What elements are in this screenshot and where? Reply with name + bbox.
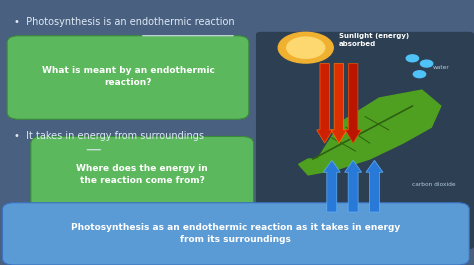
FancyArrow shape (323, 160, 340, 212)
FancyArrow shape (317, 64, 333, 143)
FancyBboxPatch shape (256, 32, 474, 249)
Text: Photosynthesis as an endothermic reaction as it takes in energy
from its surroun: Photosynthesis as an endothermic reactio… (71, 223, 400, 244)
FancyArrow shape (345, 160, 362, 212)
Polygon shape (299, 90, 441, 175)
Text: water: water (432, 65, 449, 70)
FancyBboxPatch shape (7, 36, 249, 119)
Circle shape (413, 71, 426, 78)
FancyArrow shape (345, 64, 361, 143)
Circle shape (406, 55, 419, 62)
FancyArrow shape (366, 160, 383, 212)
Text: carbon dioxide: carbon dioxide (412, 182, 456, 187)
Circle shape (420, 60, 433, 67)
Text: •  Photosynthesis is an endothermic reaction: • Photosynthesis is an endothermic react… (14, 17, 235, 27)
FancyBboxPatch shape (2, 203, 469, 265)
Text: Where does the energy in
the reaction come from?: Where does the energy in the reaction co… (76, 164, 208, 184)
FancyBboxPatch shape (31, 136, 254, 212)
Circle shape (287, 37, 325, 58)
Text: What is meant by an endothermic
reaction?: What is meant by an endothermic reaction… (42, 67, 214, 87)
Text: Sunlight (energy)
absorbed: Sunlight (energy) absorbed (339, 33, 409, 47)
Circle shape (278, 32, 333, 63)
Text: •  It takes in energy from surroundings: • It takes in energy from surroundings (14, 131, 204, 141)
FancyArrow shape (331, 64, 347, 143)
